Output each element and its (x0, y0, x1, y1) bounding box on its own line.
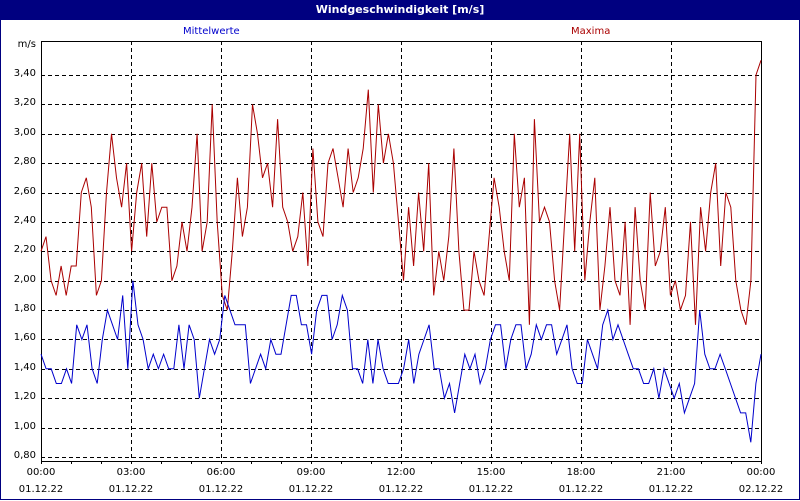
y-unit-label: m/s (17, 39, 36, 50)
x-tick-label: 00:00 01.12.22 (18, 467, 64, 495)
x-tick-label: 03:00 01.12.22 (108, 467, 154, 495)
y-tick-label: 1,00 (13, 420, 36, 432)
y-tick-label: 2,00 (13, 273, 36, 285)
y-tick-label: 1,20 (13, 391, 36, 403)
y-tick-label: 2,60 (13, 185, 36, 197)
legend-mean: Mittelwerte (183, 26, 240, 37)
x-tick-label: 12:00 01.12.22 (378, 467, 424, 495)
x-tick-label: 15:00 01.12.22 (468, 467, 514, 495)
series-maxima (40, 60, 762, 325)
x-tick-label: 06:00 01.12.22 (198, 467, 244, 495)
y-tick-label: 2,40 (13, 214, 36, 226)
x-tick-label: 09:00 01.12.22 (288, 467, 334, 495)
y-tick-label: 1,60 (13, 332, 36, 344)
y-tick-label: 3,00 (13, 126, 36, 138)
legend-max: Maxima (571, 26, 611, 37)
y-tick-label: 2,20 (13, 244, 36, 256)
y-tick-label: 3,40 (13, 68, 36, 79)
x-tick-label: 00:00 02.12.22 (738, 467, 784, 495)
x-tick-label: 21:00 01.12.22 (648, 467, 694, 495)
y-tick-label: 0,80 (13, 450, 36, 461)
series-mittelwerte (40, 280, 762, 443)
y-tick-label: 1,40 (13, 361, 36, 373)
y-tick-label: 3,20 (13, 97, 36, 109)
y-tick-label: 1,80 (13, 303, 36, 315)
window-title: Windgeschwindigkeit [m/s] (1, 1, 799, 20)
y-tick-label: 2,80 (13, 156, 36, 168)
x-tick-label: 18:00 01.12.22 (558, 467, 604, 495)
